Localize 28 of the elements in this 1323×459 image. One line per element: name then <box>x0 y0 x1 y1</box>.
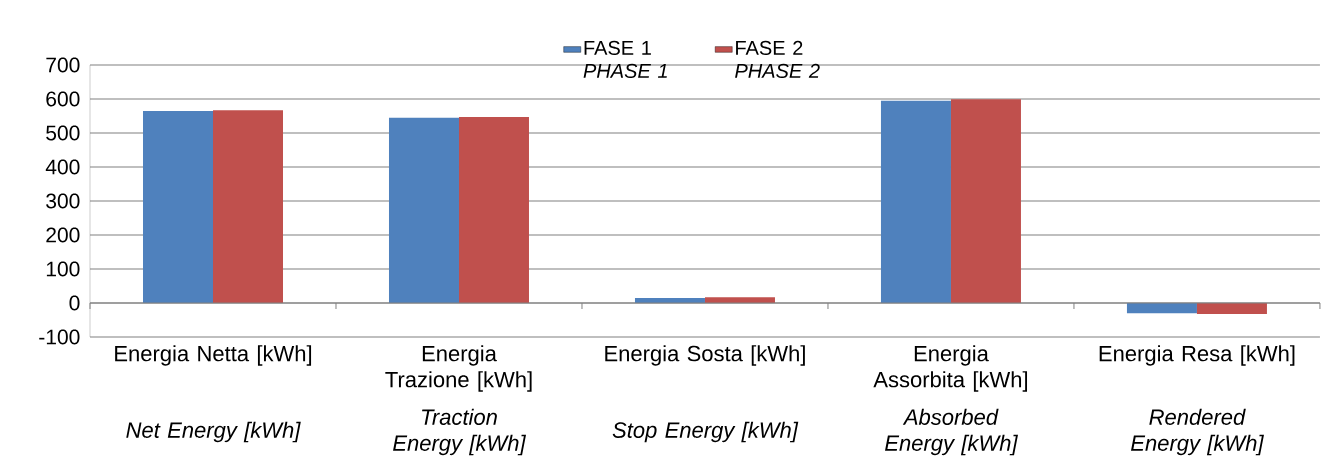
x-tick-label: Energia Resa [kWh] <box>1099 345 1295 366</box>
y-tick-label: 200 <box>46 227 80 243</box>
legend-label: FASE 1 PHASE 1 <box>583 40 667 78</box>
text: Rendered Energy [kWh] <box>1130 408 1264 456</box>
bar <box>213 110 283 303</box>
text: Traction Energy [kWh] <box>393 408 527 456</box>
text: Stop Energy [kWh] <box>612 421 799 443</box>
bar <box>388 117 459 303</box>
y-tick-label: 700 <box>46 57 80 73</box>
y-tick-label: 100 <box>46 261 80 277</box>
x-tick-label: Energia Trazione [kWh] <box>385 345 532 392</box>
x-tick-label: Energia Assorbita [kWh] <box>873 345 1028 392</box>
y-tick-label: -100 <box>39 329 80 345</box>
y-tick-label: 300 <box>46 193 80 209</box>
bar <box>1196 303 1267 314</box>
x-tick-label: Energia Sosta [kWh] <box>605 345 805 366</box>
y-tick-label: 0 <box>69 295 80 311</box>
bar <box>458 117 529 303</box>
bar <box>143 110 213 303</box>
y-tick-label: 500 <box>46 125 80 141</box>
text: Absorbed Energy [kWh] <box>885 408 1019 456</box>
bar <box>950 99 1021 303</box>
y-tick-label: 600 <box>46 91 80 107</box>
legend-label: FASE 2 PHASE 2 <box>735 40 820 78</box>
y-tick-label: 400 <box>45 159 80 175</box>
bar <box>880 100 951 303</box>
x-tick-label: Energia Netta [kWh] <box>115 345 312 366</box>
text: Net Energy [kWh] <box>126 421 301 443</box>
